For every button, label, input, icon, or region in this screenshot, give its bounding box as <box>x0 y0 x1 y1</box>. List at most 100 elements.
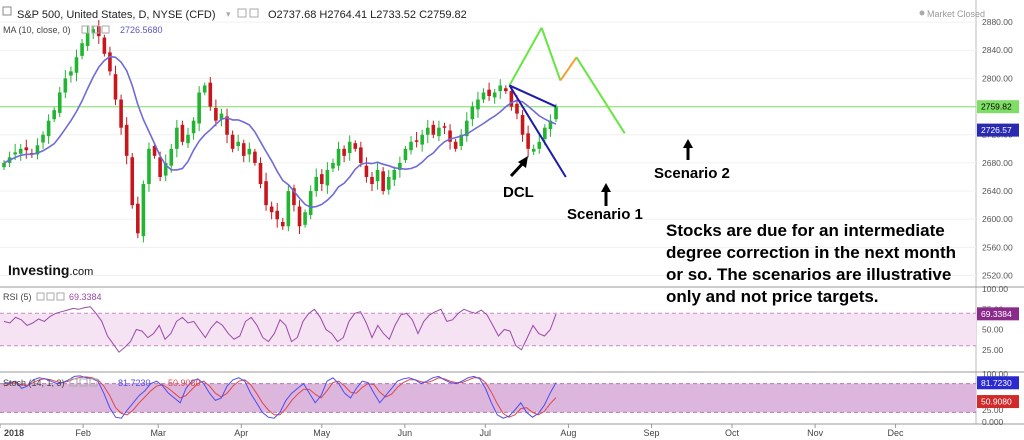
x-tick-label: Feb <box>75 428 91 438</box>
rsi-settings-icon[interactable] <box>36 292 45 301</box>
candle-body <box>364 165 369 177</box>
price-tick-label: 2880.00 <box>982 17 1013 27</box>
candle-body <box>169 148 174 166</box>
rsi-close-icon[interactable] <box>56 292 65 301</box>
candle-body <box>325 169 330 186</box>
candle-body <box>202 85 207 93</box>
rsi-tick-label: 100.00 <box>982 284 1008 294</box>
candle-body <box>13 152 17 155</box>
rsi-line <box>3 306 557 353</box>
stoch-tick-label: 0.000 <box>982 417 1004 427</box>
candle-body <box>375 169 380 182</box>
candle-body <box>308 191 313 215</box>
scenario1-label: Scenario 1 <box>567 206 643 223</box>
x-tick-label: May <box>313 428 331 438</box>
candle-body <box>342 148 346 156</box>
candle-body <box>504 88 508 92</box>
candle-body <box>481 92 486 100</box>
candle-body <box>520 115 525 135</box>
hide-icon[interactable] <box>249 8 259 18</box>
ma-close-icon[interactable] <box>101 25 110 34</box>
candle-body <box>74 57 79 73</box>
candle-body <box>353 143 358 149</box>
candle-body <box>414 140 419 142</box>
candle-body <box>152 146 157 156</box>
candle-body <box>381 171 385 192</box>
candle-body <box>459 134 464 146</box>
candle-body <box>409 141 413 151</box>
candle-body <box>515 103 519 114</box>
scenario-lines <box>508 27 626 178</box>
stoch-d-tag-label: 50.9080 <box>981 397 1012 407</box>
brand-logo: Investing.com <box>8 262 93 278</box>
ma-settings-icon[interactable] <box>81 25 90 34</box>
symbol-title: S&P 500, United States, D, NYSE (CFD) <box>17 9 215 21</box>
candle-body <box>386 176 391 190</box>
candle-body <box>80 43 84 56</box>
time-x-axis: 2018 Feb Mar Apr May Jun Jul Aug Sep Oct Nov Dec <box>0 424 904 438</box>
candle-body <box>420 134 424 145</box>
stoch-k-line <box>3 375 557 419</box>
scenario-connector <box>509 84 557 108</box>
rsi-tag <box>977 307 1019 321</box>
scenario2-segment <box>559 56 578 82</box>
candle-body <box>186 134 190 144</box>
settings-icon[interactable] <box>237 8 247 18</box>
candle-body <box>85 32 90 47</box>
ma-label: MA (10, close, 0) <box>3 25 71 35</box>
x-tick-label: Dec <box>888 428 905 438</box>
candle-body <box>2 162 6 168</box>
ma-line <box>3 55 557 209</box>
price-tag <box>977 100 1019 114</box>
dcl-arrow <box>509 156 528 178</box>
candle-body <box>57 92 62 113</box>
candle-body <box>41 134 45 143</box>
ma-hide-icon[interactable] <box>91 25 100 34</box>
candle-body <box>35 145 40 155</box>
x-tick-label: 2018 <box>4 428 24 438</box>
candle-body <box>492 92 497 98</box>
candle-body <box>464 120 469 137</box>
candle-body <box>280 222 285 227</box>
candle-body <box>130 157 135 206</box>
candle-body <box>119 99 123 128</box>
candle-body <box>442 126 447 128</box>
candle-body <box>543 127 547 139</box>
candle-body <box>487 89 491 97</box>
stoch-close-icon[interactable] <box>89 378 98 387</box>
stoch-hide-icon[interactable] <box>79 378 88 387</box>
commentary-line: Stocks are due for an intermediate <box>666 221 945 240</box>
rsi-band <box>0 313 976 346</box>
candle-body <box>219 113 224 120</box>
rsi-tick-label: 50.00 <box>982 325 1004 335</box>
rsi-label: RSI (5) <box>3 292 32 302</box>
candle-body <box>230 134 235 149</box>
price-tag <box>977 123 1019 137</box>
price-tick-label: 2640.00 <box>982 186 1013 196</box>
indicator-tags: 69.3384 81.7230 50.9080 <box>977 307 1019 409</box>
candle-body <box>247 148 252 155</box>
stoch-settings-icon[interactable] <box>69 378 78 387</box>
price-tags: 2759.82 2726.57 <box>977 100 1019 137</box>
ohlc-h: H2764.41 <box>316 9 367 21</box>
candle-body <box>476 99 480 110</box>
candle-body <box>286 191 291 227</box>
candle-body <box>91 29 96 33</box>
dropdown-icon[interactable]: ▾ <box>226 9 231 19</box>
candle-body <box>431 124 436 135</box>
candle-body <box>180 124 185 142</box>
x-tick-label: Mar <box>150 428 166 438</box>
price-tag-label: 2726.57 <box>981 125 1012 135</box>
rsi-hide-icon[interactable] <box>46 292 55 301</box>
candle-body <box>398 162 402 170</box>
scenario1-arrow <box>601 183 611 206</box>
candle-body <box>124 124 129 156</box>
stoch-k-tag <box>977 376 1019 390</box>
price-tag-label: 2759.82 <box>981 102 1012 112</box>
candle-body <box>453 141 458 149</box>
candle-body <box>554 106 558 120</box>
x-tick-label: Jul <box>480 428 492 438</box>
candle-body <box>264 181 268 206</box>
scenario2-segment <box>508 27 543 86</box>
candle-body <box>108 52 112 72</box>
